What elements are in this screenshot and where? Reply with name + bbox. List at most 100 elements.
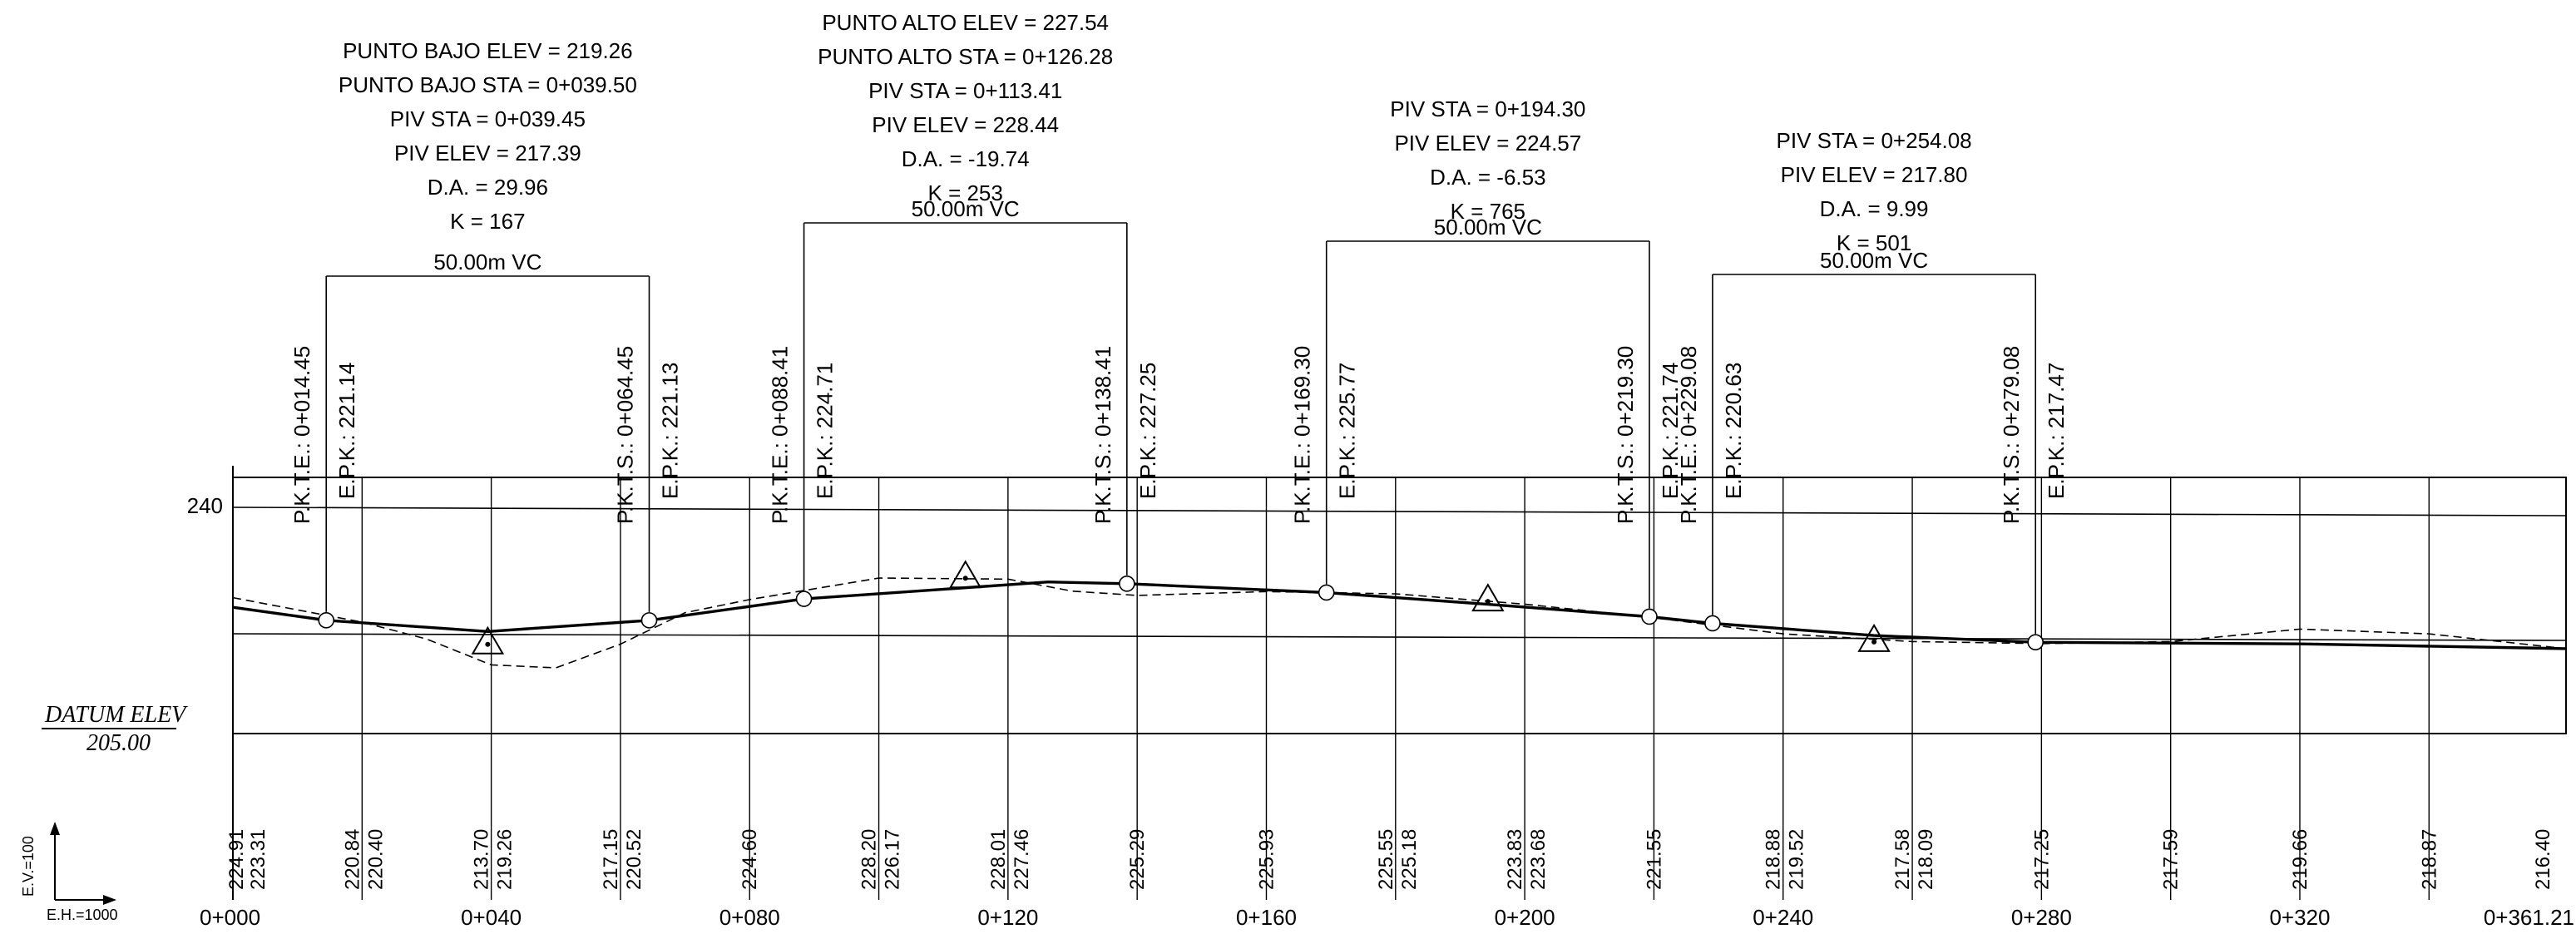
station-label: 0+160	[1236, 905, 1297, 930]
datum-elev-value: 205.00	[87, 730, 151, 756]
vc-info-line: PUNTO ALTO ELEV = 227.54	[822, 10, 1109, 35]
vc-info-line: PIV ELEV = 217.39	[394, 141, 581, 166]
elevation-value-label: 217.59	[2160, 829, 2183, 890]
piv-point-marker	[1871, 639, 1877, 645]
elevation-value-label: 223.83	[1504, 829, 1526, 890]
vc-length-label: 50.00m VC	[1820, 248, 1928, 273]
vc-info-line: D.A. = 29.96	[428, 175, 548, 200]
elevation-value-label: 226.17	[882, 829, 904, 890]
station-columns	[232, 466, 2566, 900]
vc-pkts-label: P.K.T.S.: 0+279.08	[1999, 346, 2024, 524]
station-label: 0+120	[977, 905, 1038, 930]
elevation-value-label: 219.52	[1786, 829, 1808, 890]
elevation-value-label: 223.68	[1527, 829, 1550, 890]
station-label: 0+240	[1753, 905, 1813, 930]
elevation-value-label: 224.60	[739, 829, 761, 890]
station-label: 0+200	[1495, 905, 1555, 930]
vc-info-line: PUNTO BAJO ELEV = 219.26	[343, 38, 633, 63]
profile-markers	[318, 560, 2044, 655]
scale-vertical-label: E.V.=100	[20, 836, 37, 897]
piv-point-marker	[1485, 599, 1491, 605]
vc-info-line: PIV STA = 0+254.08	[1777, 128, 1972, 153]
vc-epk-end-label: E.P.K.: 221.13	[657, 363, 682, 499]
vc-info-line: PIV ELEV = 224.57	[1394, 131, 1581, 156]
vertical-curve-annotations: 50.00m VC PUNTO BAJO ELEV = 219.26 PUNTO B…	[289, 10, 2069, 635]
elevation-value-label: 213.70	[471, 829, 493, 890]
pvt-circle-marker	[2027, 634, 2044, 651]
vc-pkts-label: P.K.T.S.: 0+138.41	[1090, 346, 1115, 524]
ground-profile-line	[232, 577, 2567, 669]
elevation-value-label: 217.25	[2030, 829, 2053, 890]
pvc-circle-marker	[795, 591, 813, 607]
elevation-value-label: 217.58	[1891, 829, 1914, 890]
elevation-gridline-240	[232, 507, 2567, 516]
elevation-value-label: 223.31	[247, 829, 269, 890]
elevation-value-label: 224.91	[225, 829, 248, 890]
elevation-value-label: 219.26	[494, 829, 517, 890]
vc-info-line: D.A. = -6.53	[1430, 165, 1545, 190]
station-label: 0+080	[719, 905, 780, 930]
vc-info-line: K = 167	[450, 209, 525, 234]
scale-vertical-arrowhead	[50, 822, 60, 835]
pvc-circle-marker	[1704, 615, 1721, 632]
elevation-value-label: 225.29	[1126, 829, 1149, 890]
vc-info-line: PIV STA = 0+039.45	[390, 106, 586, 131]
grid-elev-label: 240	[187, 493, 223, 518]
elevation-value-label: 228.01	[987, 829, 1010, 890]
elevation-value-label: 217.15	[600, 829, 622, 890]
station-label: 0+361.21	[2484, 905, 2574, 930]
station-label: 0+320	[2269, 905, 2330, 930]
vc-length-label: 50.00m VC	[433, 250, 541, 274]
elevation-value-label: 220.52	[623, 829, 645, 890]
piv-triangle-marker	[1857, 623, 1891, 652]
ground-profile-layer	[232, 577, 2567, 669]
elevation-value-label: 218.88	[1763, 829, 1785, 890]
piv-point-marker	[485, 641, 491, 647]
scale-horizontal-arrowhead	[103, 895, 116, 905]
pvt-circle-marker	[640, 612, 658, 629]
vc-info-line: PIV STA = 0+194.30	[1390, 96, 1585, 121]
vc-pkts-label: P.K.T.S.: 0+219.30	[1613, 346, 1638, 524]
vc-epk-end-label: E.P.K.: 221.74	[1658, 363, 1683, 499]
vc-length-label: 50.00m VC	[1434, 215, 1542, 240]
reference-gridline	[232, 633, 2567, 641]
elevation-value-label: 218.09	[1915, 829, 1937, 890]
elevation-value-label: 218.87	[2418, 829, 2440, 890]
elevation-value-label: 225.18	[1398, 829, 1421, 890]
vc-info-line: PIV ELEV = 228.44	[872, 112, 1059, 137]
vc-info-line: PUNTO ALTO STA = 0+126.28	[818, 44, 1113, 69]
station-axis: 0+000 0+040 0+080 0+120 0+160 0+200 0+240 0+280…	[200, 905, 2574, 930]
vc-epk-start-label: E.P.K.: 225.77	[1335, 363, 1360, 499]
vc-epk-end-label: E.P.K.: 217.47	[2044, 363, 2069, 499]
datum-elev-label: DATUM ELEV	[44, 702, 188, 728]
elevation-value-label: 227.46	[1011, 829, 1033, 890]
elevation-table: 224.91 223.31 220.84 220.40 213.70 219.26 217.…	[225, 829, 2554, 890]
vc-pkte-label: P.K.T.E.: 0+088.41	[768, 346, 793, 524]
vc-pkte-label: P.K.T.E.: 0+014.45	[289, 346, 314, 524]
vc-epk-end-label: E.P.K.: 227.25	[1135, 363, 1160, 499]
vc-pkte-label: P.K.T.E.: 0+169.30	[1290, 346, 1315, 524]
pvc-circle-marker	[1318, 584, 1335, 601]
piv-point-marker	[962, 576, 968, 581]
scale-horizontal-label: E.H.=1000	[47, 907, 118, 923]
vc-info-line: D.A. = -19.74	[902, 146, 1030, 171]
elevation-value-label: 220.40	[364, 829, 387, 890]
vc-epk-start-label: E.P.K.: 221.14	[334, 363, 359, 499]
pvt-circle-marker	[1119, 575, 1135, 592]
piv-triangle-marker	[471, 625, 505, 655]
vc-info-line: K = 765	[1451, 199, 1525, 224]
vc-info-line: K = 253	[928, 180, 1003, 205]
design-profile-layer	[232, 581, 2567, 650]
vc-epk-start-label: E.P.K.: 220.63	[1721, 363, 1746, 499]
profile-frame	[232, 477, 2567, 734]
vc-epk-start-label: E.P.K.: 224.71	[813, 363, 838, 499]
vc-info-line: D.A. = 9.99	[1820, 196, 1929, 221]
design-profile-line	[232, 581, 2567, 650]
vc-pkte-label: P.K.T.E.: 0+229.08	[1676, 346, 1701, 524]
elevation-value-label: 220.84	[341, 829, 363, 890]
vc-info-line: PUNTO BAJO STA = 0+039.50	[339, 72, 637, 97]
station-label: 0+000	[200, 905, 260, 930]
vc-info-line: PIV STA = 0+113.41	[868, 78, 1062, 103]
pvt-circle-marker	[1641, 608, 1658, 625]
station-label: 0+280	[2011, 905, 2072, 930]
